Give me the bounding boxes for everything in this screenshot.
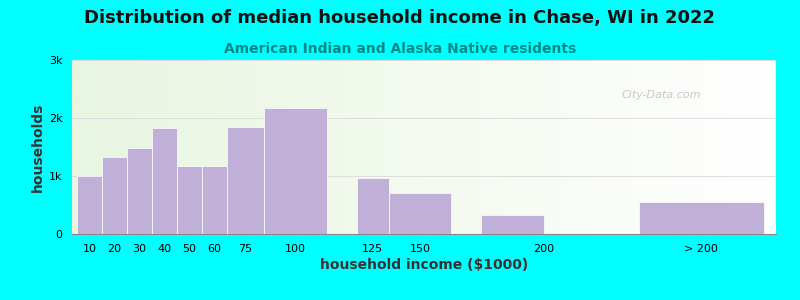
Bar: [77, 176, 102, 234]
Bar: [202, 166, 226, 234]
Text: American Indian and Alaska Native residents: American Indian and Alaska Native reside…: [224, 42, 576, 56]
Bar: [264, 108, 326, 234]
Bar: [357, 178, 389, 234]
Bar: [152, 128, 177, 234]
Bar: [389, 194, 451, 234]
Text: Distribution of median household income in Chase, WI in 2022: Distribution of median household income …: [85, 9, 715, 27]
Y-axis label: households: households: [30, 102, 45, 192]
Bar: [638, 202, 763, 234]
Text: City-Data.com: City-Data.com: [621, 90, 701, 100]
X-axis label: household income ($1000): household income ($1000): [320, 258, 528, 272]
Bar: [482, 215, 544, 234]
Bar: [177, 166, 202, 234]
Bar: [102, 158, 127, 234]
Bar: [226, 127, 264, 234]
Bar: [127, 148, 152, 234]
